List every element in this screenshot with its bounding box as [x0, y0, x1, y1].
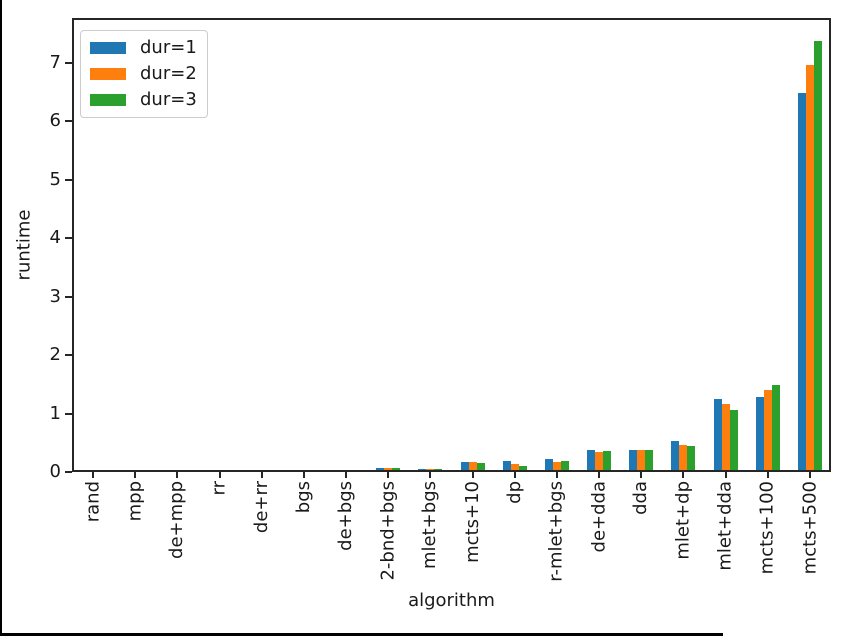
- x-tick: [302, 472, 305, 478]
- x-tick-label: dda: [630, 481, 652, 515]
- y-tick: [65, 120, 72, 123]
- y-tick-label: 6: [49, 110, 61, 132]
- y-tick: [65, 178, 72, 181]
- y-tick-label: 3: [49, 285, 61, 307]
- bar: [511, 464, 519, 472]
- legend-swatch-dur3: [90, 93, 126, 106]
- y-tick: [65, 354, 72, 357]
- x-tick: [682, 472, 685, 478]
- x-tick-label: mpp: [124, 481, 146, 522]
- legend-label-dur2: dur=2: [140, 63, 197, 84]
- bar: [477, 463, 485, 472]
- x-tick: [429, 472, 432, 478]
- x-tick-label: bgs: [292, 481, 314, 514]
- x-tick-label: mlet+dp: [672, 481, 694, 560]
- bar: [772, 385, 780, 472]
- x-tick: [176, 472, 179, 478]
- x-tick: [598, 472, 601, 478]
- bar: [595, 452, 603, 472]
- legend-item: dur=1: [90, 37, 198, 60]
- y-tick-label: 1: [49, 402, 61, 424]
- bar: [637, 450, 645, 472]
- y-tick-label: 2: [49, 344, 61, 366]
- bar: [418, 469, 426, 472]
- bars-layer: [72, 18, 831, 472]
- x-tick: [471, 472, 474, 478]
- bar: [519, 466, 527, 472]
- x-tick-label: dp: [503, 481, 525, 504]
- legend-swatch-dur2: [90, 68, 126, 80]
- bar: [392, 468, 400, 472]
- x-tick: [260, 472, 263, 478]
- x-tick-label: 2-bnd+bgs: [377, 481, 399, 581]
- legend-item: dur=2: [90, 63, 198, 86]
- bar: [553, 462, 561, 472]
- x-tick: [345, 472, 348, 478]
- bar: [603, 451, 611, 472]
- x-tick-label: de+mpp: [166, 481, 188, 559]
- bar: [806, 65, 814, 472]
- x-axis-title: algorithm: [408, 590, 495, 611]
- bar: [461, 462, 469, 472]
- x-tick-label: rr: [208, 481, 230, 496]
- x-tick-label: de+rr: [250, 481, 272, 534]
- y-tick: [65, 61, 72, 64]
- x-tick-label: de+dda: [588, 481, 610, 553]
- bar: [545, 459, 553, 472]
- bar: [561, 461, 569, 472]
- legend-swatch-dur1: [90, 42, 126, 55]
- bar: [798, 93, 806, 472]
- bar: [503, 461, 511, 472]
- x-tick: [134, 472, 137, 478]
- legend-label-dur1: dur=1: [140, 37, 197, 59]
- bar: [587, 450, 595, 472]
- x-tick-label: rand: [82, 481, 104, 523]
- bar: [679, 445, 687, 472]
- x-tick-label: mcts+500: [798, 481, 820, 575]
- bar: [376, 468, 384, 472]
- bar: [764, 390, 772, 472]
- x-tick-label: de+bgs: [335, 481, 357, 551]
- bar: [722, 404, 730, 472]
- bar: [687, 446, 695, 472]
- y-tick: [65, 471, 72, 473]
- legend: dur=1 dur=2 dur=3: [80, 30, 208, 118]
- bar: [730, 410, 738, 472]
- window-border-left: [0, 0, 2, 636]
- x-tick: [640, 472, 643, 478]
- x-tick: [808, 472, 811, 478]
- bar: [629, 450, 637, 472]
- legend-label-dur3: dur=3: [140, 88, 197, 110]
- y-tick-label: 0: [49, 461, 61, 482]
- bar: [645, 450, 653, 472]
- bar: [814, 41, 822, 472]
- bar: [714, 399, 722, 472]
- y-tick-label: 4: [49, 227, 61, 249]
- x-tick: [92, 472, 95, 478]
- x-tick: [766, 472, 769, 478]
- x-tick-label: mcts+100: [756, 481, 778, 575]
- bar: [434, 469, 442, 472]
- x-tick-label: mcts+10: [461, 481, 483, 563]
- bar: [469, 462, 477, 472]
- x-tick: [387, 472, 390, 478]
- bar: [671, 441, 679, 472]
- y-tick: [65, 412, 72, 415]
- y-tick-label: 7: [49, 51, 61, 73]
- bar: [756, 397, 764, 472]
- x-tick-label: mlet+bgs: [419, 481, 441, 569]
- x-tick-label: r-mlet+bgs: [545, 481, 567, 582]
- x-tick-label: mlet+dda: [714, 481, 736, 571]
- window-border-bottom: [0, 633, 723, 636]
- y-tick: [65, 295, 72, 298]
- x-tick: [724, 472, 727, 478]
- legend-item: dur=3: [90, 88, 198, 111]
- x-tick: [513, 472, 516, 478]
- x-tick: [555, 472, 558, 478]
- x-tick: [218, 472, 221, 478]
- y-tick-label: 5: [49, 168, 61, 190]
- y-tick: [65, 237, 72, 240]
